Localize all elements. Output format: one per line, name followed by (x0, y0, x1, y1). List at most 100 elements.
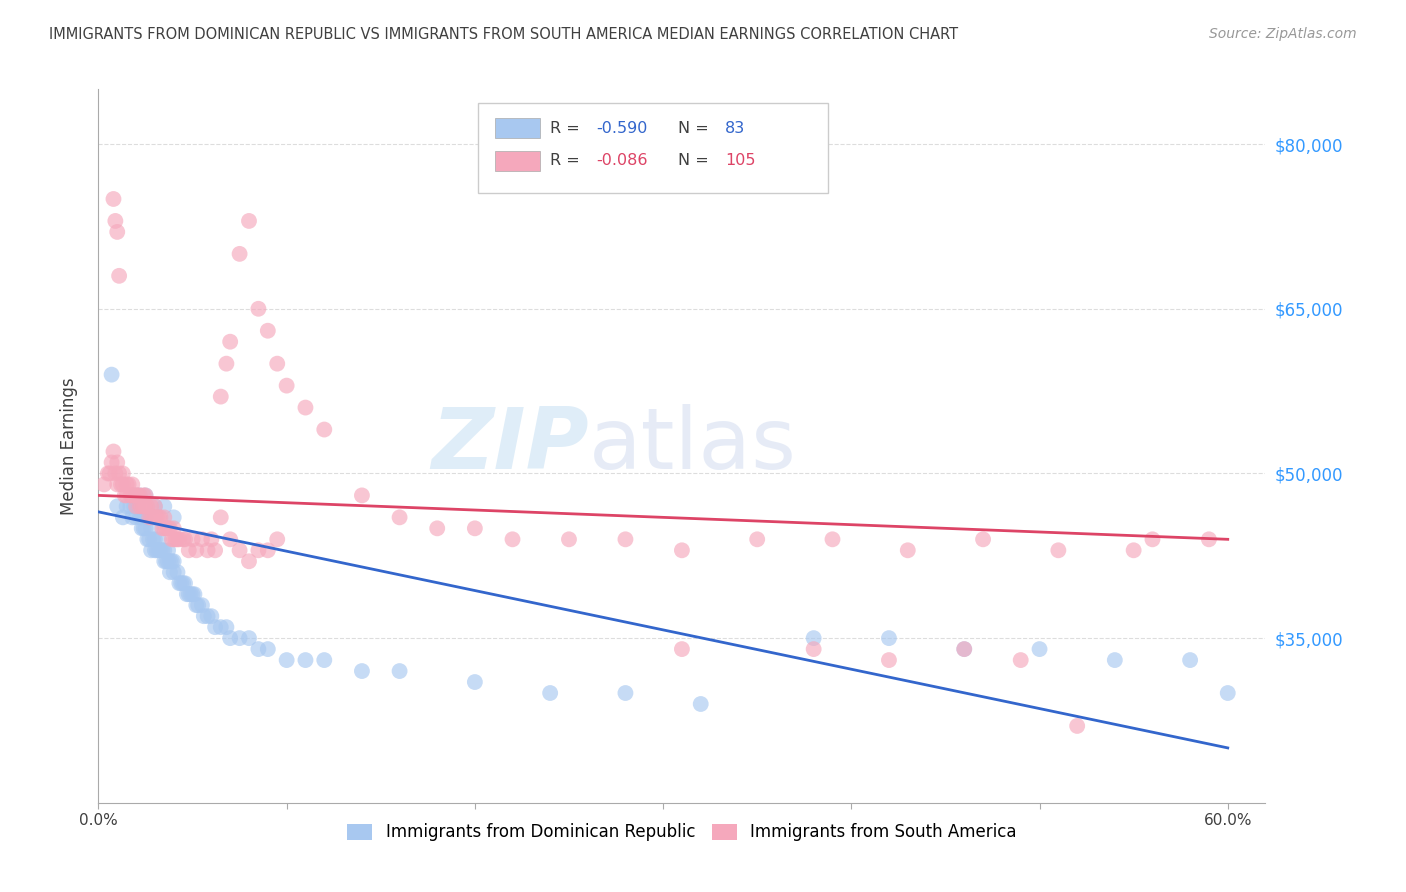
Point (128, 488, 150, 502)
Point (111, 477, 134, 491)
Y-axis label: Median Earnings: Median Earnings (59, 377, 77, 515)
Point (1104, 653, 1126, 667)
Text: R =: R = (550, 153, 585, 168)
Text: N =: N = (679, 153, 714, 168)
Point (209, 510, 232, 524)
Point (148, 510, 170, 524)
Point (163, 554, 186, 568)
Point (204, 620, 226, 634)
Point (191, 598, 214, 612)
Point (166, 533, 188, 547)
Point (143, 533, 166, 547)
Point (247, 543, 270, 558)
Point (148, 543, 170, 558)
Point (117, 477, 139, 491)
Point (186, 543, 208, 558)
Point (200, 533, 222, 547)
Point (104, 214, 127, 228)
Point (157, 521, 180, 535)
Point (139, 510, 162, 524)
Point (125, 500, 148, 514)
Point (689, 697, 711, 711)
Point (502, 533, 524, 547)
Point (219, 334, 242, 349)
Point (125, 488, 148, 502)
Point (877, 653, 900, 667)
Point (165, 533, 187, 547)
Point (127, 488, 149, 502)
Point (238, 214, 260, 228)
Point (132, 488, 155, 502)
Point (159, 521, 181, 535)
Point (163, 533, 186, 547)
Point (108, 467, 131, 481)
Point (174, 533, 197, 547)
Point (143, 510, 166, 524)
Point (219, 533, 242, 547)
Point (134, 488, 156, 502)
Legend: Immigrants from Dominican Republic, Immigrants from South America: Immigrants from Dominican Republic, Immi… (340, 817, 1024, 848)
Point (93, 477, 115, 491)
Point (125, 510, 148, 524)
Point (103, 192, 125, 206)
Point (153, 510, 176, 524)
Point (172, 533, 194, 547)
Point (149, 510, 172, 524)
Point (110, 477, 132, 491)
Point (1066, 719, 1088, 733)
Point (388, 510, 411, 524)
Point (388, 664, 411, 678)
FancyBboxPatch shape (495, 151, 540, 170)
Point (219, 631, 242, 645)
Point (204, 543, 226, 558)
Point (821, 533, 844, 547)
Point (134, 510, 156, 524)
Point (169, 533, 191, 547)
Point (97, 467, 120, 481)
Point (238, 554, 260, 568)
Text: IMMIGRANTS FROM DOMINICAN REPUBLIC VS IMMIGRANTS FROM SOUTH AMERICA MEDIAN EARNI: IMMIGRANTS FROM DOMINICAN REPUBLIC VS IM… (49, 27, 959, 42)
Point (115, 500, 138, 514)
Point (1028, 642, 1050, 657)
Point (181, 533, 204, 547)
Point (132, 500, 155, 514)
Point (108, 268, 131, 283)
Point (125, 488, 148, 502)
Point (209, 620, 232, 634)
Point (121, 510, 143, 524)
Point (266, 533, 288, 547)
Point (197, 609, 219, 624)
Point (294, 653, 316, 667)
Point (143, 500, 166, 514)
Point (149, 543, 172, 558)
Point (128, 510, 150, 524)
Point (131, 500, 153, 514)
Point (209, 390, 232, 404)
Point (121, 488, 143, 502)
Point (464, 675, 486, 690)
Point (953, 642, 976, 657)
Point (1142, 533, 1164, 547)
Point (276, 378, 298, 392)
Point (139, 521, 162, 535)
Point (153, 500, 176, 514)
Point (100, 455, 122, 469)
Point (139, 543, 162, 558)
Point (122, 488, 145, 502)
Point (181, 587, 204, 601)
Point (160, 554, 183, 568)
Point (155, 521, 177, 535)
Point (247, 642, 270, 657)
Point (157, 543, 180, 558)
Point (747, 533, 769, 547)
Point (238, 631, 260, 645)
Point (115, 477, 138, 491)
Point (152, 543, 174, 558)
Point (671, 642, 693, 657)
Point (314, 653, 336, 667)
Point (105, 500, 128, 514)
Point (142, 533, 165, 547)
Point (256, 324, 278, 338)
Point (100, 368, 122, 382)
Text: N =: N = (679, 121, 714, 136)
